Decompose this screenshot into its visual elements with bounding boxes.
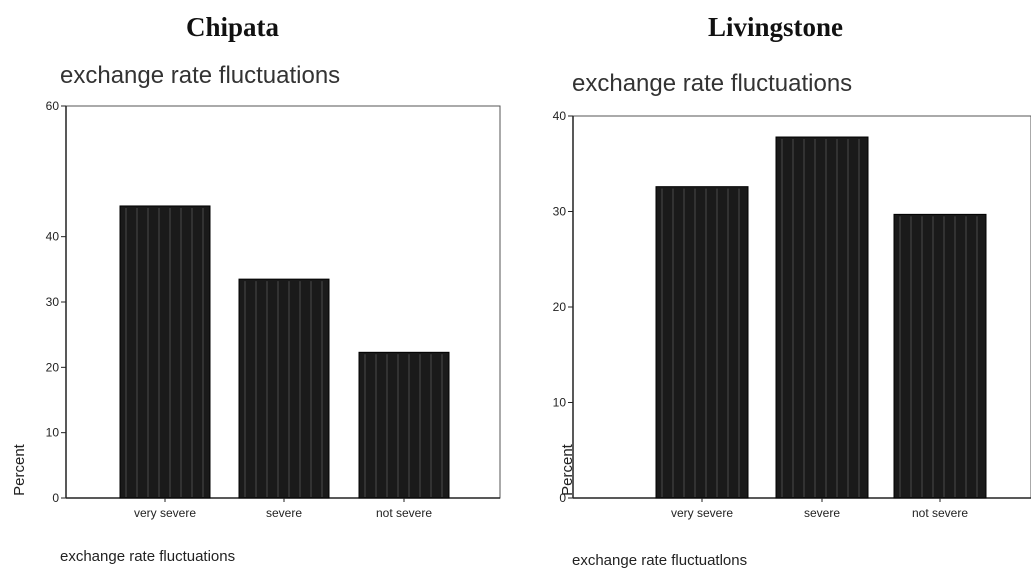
y-tick-label: 20 — [46, 360, 60, 374]
x-tick-label: not severe — [376, 506, 432, 520]
chart-title: exchange rate fluctuations — [60, 62, 341, 89]
y-axis-label: Percent — [11, 443, 28, 496]
y-tick-label: 30 — [553, 205, 567, 219]
x-axis-label: exchange rate fluctuations — [60, 548, 236, 565]
x-tick-label: very severe — [134, 506, 196, 520]
y-tick-label: 60 — [46, 99, 60, 113]
y-tick-label: 10 — [553, 396, 567, 410]
bar — [655, 186, 749, 499]
bar — [119, 205, 211, 499]
bar-chart: 0 10 20 30 40 60 Percent very severe severe not s… — [11, 99, 501, 520]
y-tick-label: 40 — [553, 109, 567, 123]
chart-title: exchange rate fluctuations — [572, 70, 853, 97]
x-tick-label: severe — [266, 506, 302, 520]
y-axis-label: Percent — [559, 443, 576, 496]
chart-panel-livingstone: Livingstone exchange rate fluctuations 0… — [530, 0, 1031, 578]
x-axis-label: exchange rate fluctuatlons — [572, 552, 748, 569]
y-tick-label: 0 — [559, 491, 566, 505]
bar — [893, 213, 987, 499]
bar — [775, 136, 869, 499]
chart-panel-chipata: Chipata exchange rate fluctuations 0 10 20… — [0, 0, 515, 578]
bar — [358, 351, 450, 499]
y-tick-label: 0 — [52, 491, 59, 505]
chart-heading: Chipata — [186, 12, 280, 42]
bar — [238, 278, 330, 499]
x-tick-label: severe — [804, 506, 840, 520]
chart-heading: Livingstone — [708, 12, 844, 42]
y-tick-label: 10 — [46, 426, 60, 440]
x-tick-label: very severe — [671, 506, 733, 520]
bar-chart: 0 10 20 30 40 Percent very severe severe not sev… — [553, 109, 1031, 520]
y-tick-label: 30 — [46, 295, 60, 309]
y-tick-label: 20 — [553, 300, 567, 314]
x-tick-label: not severe — [912, 506, 968, 520]
y-tick-label: 40 — [46, 230, 60, 244]
